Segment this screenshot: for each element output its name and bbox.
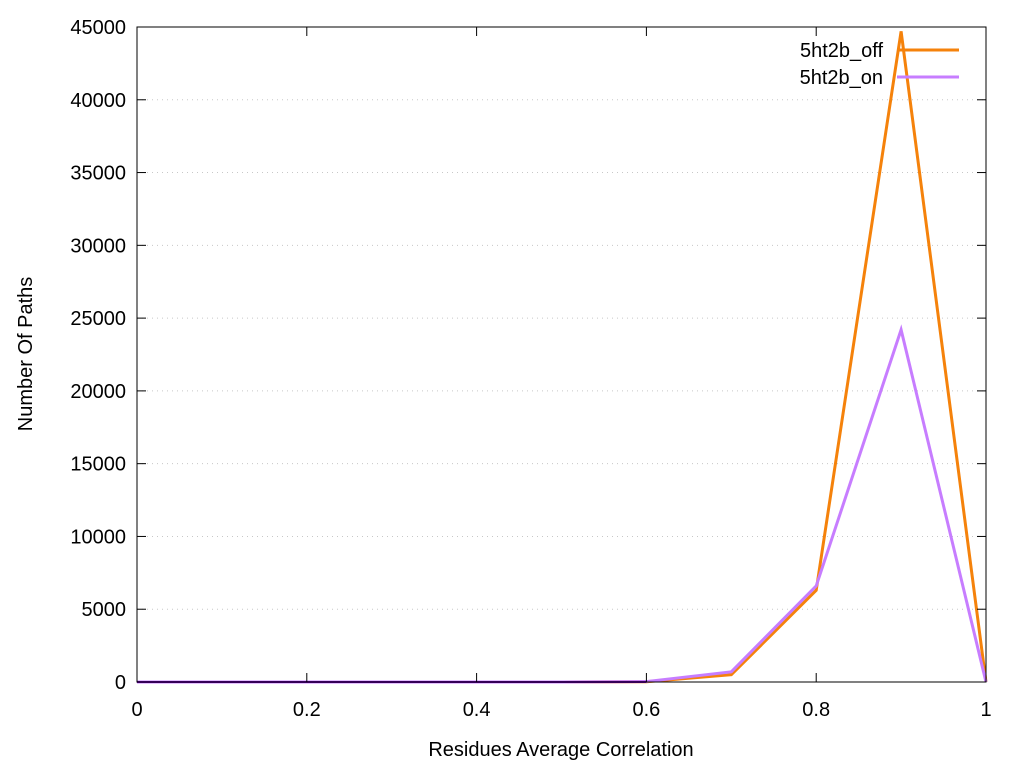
series-line-5ht2b_off (137, 31, 988, 684)
legend-label-5ht2b_off: 5ht2b_off (800, 40, 883, 62)
x-tick-label: 0.6 (632, 699, 660, 721)
y-tick-label: 30000 (70, 235, 126, 257)
x-tick-label: 0 (131, 699, 142, 721)
grid (137, 99, 986, 610)
y-tick-label: 15000 (70, 454, 126, 476)
series-lines (137, 31, 988, 684)
x-tick-label: 0.8 (802, 699, 830, 721)
x-tick-label: 0.2 (293, 699, 321, 721)
y-tick-label: 35000 (70, 163, 126, 185)
legend: 5ht2b_off 5ht2b_on (800, 40, 959, 89)
series-line-5ht2b_on (137, 324, 988, 684)
y-tick-label: 10000 (70, 526, 126, 548)
x-tick-label: 1 (980, 699, 991, 721)
y-tick-label: 0 (115, 672, 126, 694)
x-axis-title: Residues Average Correlation (428, 739, 693, 761)
plot-frame (136, 26, 987, 683)
x-tick-label: 0.4 (463, 699, 491, 721)
y-tick-label: 45000 (70, 17, 126, 39)
legend-label-5ht2b_on: 5ht2b_on (800, 67, 883, 89)
axis-ticks: 0 5000 10000 15000 20000 25000 30000 35000 40000… (70, 17, 991, 721)
y-tick-label: 20000 (70, 381, 126, 403)
y-axis-title: Number Of Paths (15, 277, 37, 432)
y-tick-label: 5000 (82, 599, 127, 621)
y-tick-label: 40000 (70, 90, 126, 112)
y-tick-label: 25000 (70, 308, 126, 330)
